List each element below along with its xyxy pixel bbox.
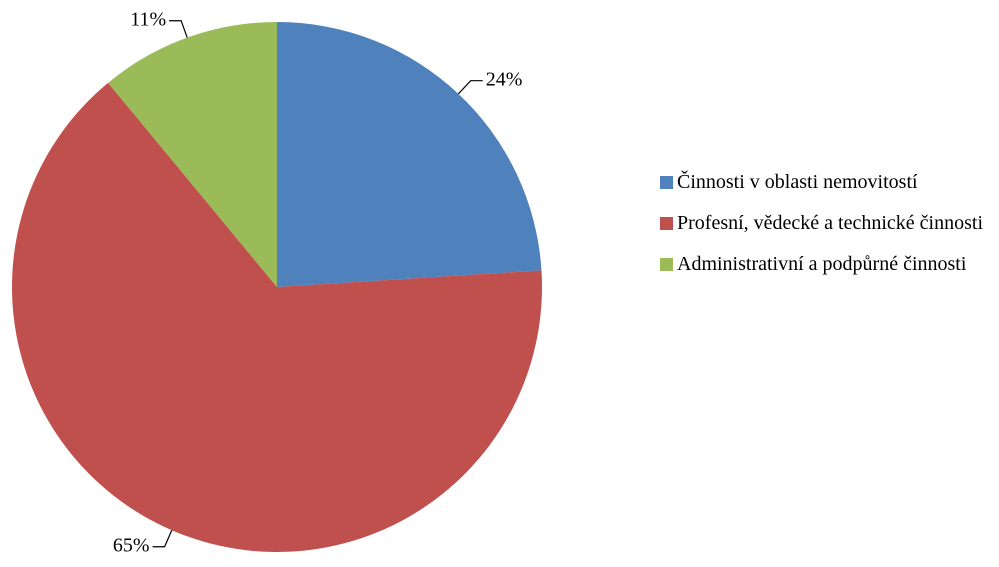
legend-swatch <box>660 258 673 271</box>
legend-label: Profesní, vědecké a technické činnosti <box>677 212 983 234</box>
leader-line <box>457 80 483 95</box>
chart: 24% 65% 11% <box>12 8 543 556</box>
data-label: 65% <box>113 534 150 556</box>
pie-slice <box>108 22 277 287</box>
legend: Činnosti v oblasti nemovitostí Profesní, … <box>660 170 995 293</box>
legend-swatch <box>660 217 673 230</box>
legend-swatch <box>660 176 673 189</box>
data-label: 24% <box>486 68 523 90</box>
legend-item: Administrativní a podpůrné činnosti <box>660 252 995 276</box>
leader-line <box>169 20 188 38</box>
data-label: 11% <box>130 8 166 30</box>
legend-item: Činnosti v oblasti nemovitostí <box>660 170 995 194</box>
pie-slice <box>12 82 543 552</box>
legend-label: Administrativní a podpůrné činnosti <box>677 253 967 275</box>
pie-slice <box>277 22 542 287</box>
legend-item: Profesní, vědecké a technické činnosti <box>660 211 995 235</box>
legend-label: Činnosti v oblasti nemovitostí <box>677 171 918 193</box>
leader-line <box>152 529 173 548</box>
